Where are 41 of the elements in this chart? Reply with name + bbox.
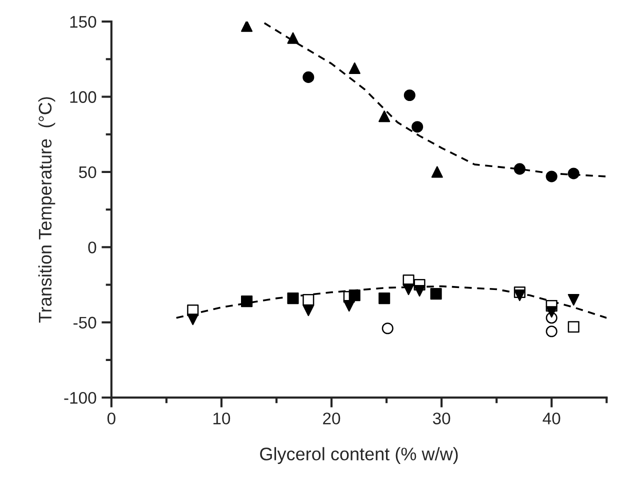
y-tick-label: 100 <box>70 91 96 103</box>
point <box>568 321 580 333</box>
point <box>187 314 199 326</box>
point <box>568 294 580 306</box>
point <box>412 121 424 133</box>
point <box>414 285 426 297</box>
point <box>348 290 360 302</box>
point <box>546 306 558 318</box>
x-axis-title: Glycerol content (% w/w) <box>260 447 458 464</box>
point <box>430 288 442 300</box>
point <box>568 168 580 180</box>
point <box>402 284 414 296</box>
point <box>546 170 558 182</box>
point <box>382 322 394 334</box>
point <box>546 326 558 338</box>
y-tick-label: -50 <box>73 316 96 329</box>
point <box>348 62 360 74</box>
x-tick-label: 20 <box>323 412 340 424</box>
point <box>241 22 253 32</box>
x-tick-label: 10 <box>213 412 230 424</box>
point <box>302 304 314 316</box>
y-tick-label: 50 <box>78 166 96 178</box>
y-axis-title: Transition Temperature (°C) <box>38 97 56 323</box>
y-tick-label: 150 <box>70 16 96 28</box>
x-tick-label: 30 <box>432 412 450 424</box>
point <box>514 290 526 302</box>
point <box>404 89 416 102</box>
point <box>302 71 314 83</box>
point <box>431 166 443 178</box>
point <box>378 110 390 122</box>
point <box>378 292 390 304</box>
point <box>287 292 299 304</box>
y-tick-label: 0 <box>88 242 96 254</box>
point <box>343 300 355 312</box>
point <box>287 32 299 44</box>
y-tick-label: -100 <box>64 392 96 404</box>
point <box>241 296 253 308</box>
x-tick-label: 40 <box>542 412 560 424</box>
point <box>302 294 314 306</box>
x-tick-label: 0 <box>107 412 116 424</box>
point <box>514 163 526 175</box>
